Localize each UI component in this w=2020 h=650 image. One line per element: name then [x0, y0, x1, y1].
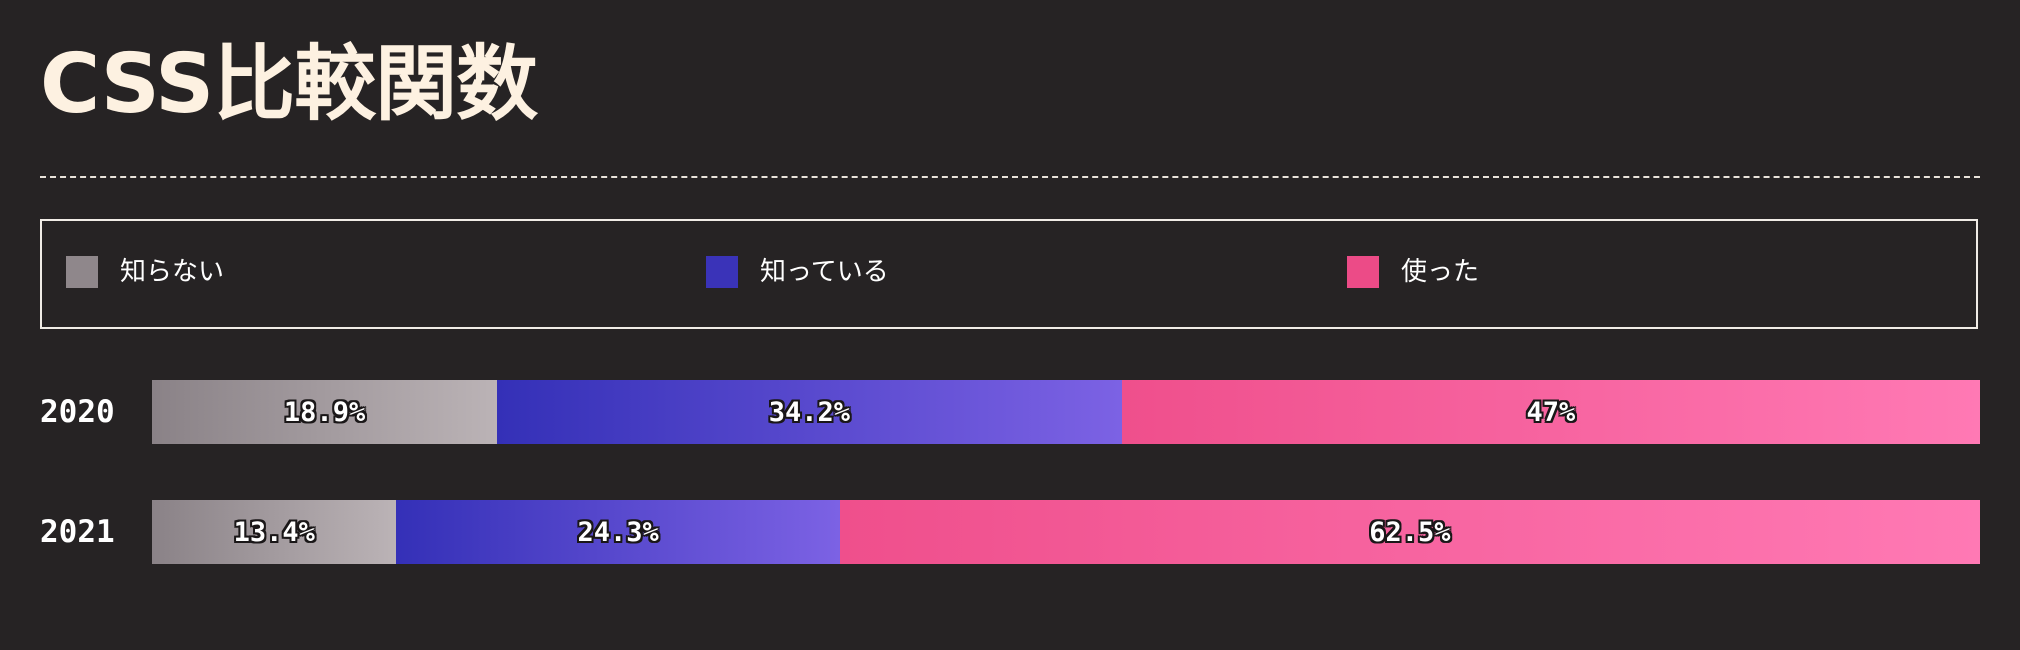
data-label-unknown-2020: 18.9% [283, 396, 366, 428]
bar-segment-unknown-2021: 13.4% [152, 500, 397, 564]
legend-item-unknown: 知らない [66, 255, 224, 289]
legend-item-known: 知っている [706, 255, 889, 289]
bar-segment-known-2020: 34.2% [497, 380, 1122, 444]
data-label-known-2021: 24.3% [577, 516, 659, 548]
bar-segment-used-2021: 62.5% [839, 500, 1980, 564]
legend-label-unknown: 知らない [120, 257, 225, 287]
title-divider [40, 176, 1980, 178]
legend-label-known: 知っている [760, 257, 889, 287]
bar-row-2020: 18.9% 34.2% 47% [152, 380, 1980, 444]
bar-segment-used-2020: 47% [1121, 380, 1980, 444]
legend-label-used: 使った [1401, 257, 1480, 287]
data-label-unknown-2021: 13.4% [233, 516, 315, 548]
page-title: CSS比較関数 [40, 37, 538, 132]
bar-segment-known-2021: 24.3% [396, 500, 840, 564]
legend-item-used: 使った [1347, 255, 1479, 289]
bar-row-2021: 13.4% 24.3% 62.5% [152, 500, 1980, 564]
legend-swatch-used [1347, 256, 1379, 288]
legend-swatch-unknown [66, 256, 98, 288]
data-label-used-2020: 47% [1526, 396, 1576, 428]
row-label-2021: 2021 [40, 514, 115, 550]
data-label-used-2021: 62.5% [1369, 516, 1451, 548]
chart-legend: 知らない 知っている 使った [40, 219, 1978, 329]
bar-segment-unknown-2020: 18.9% [152, 380, 498, 444]
row-label-2020: 2020 [40, 394, 115, 430]
legend-swatch-known [706, 256, 738, 288]
data-label-known-2020: 34.2% [768, 396, 851, 428]
